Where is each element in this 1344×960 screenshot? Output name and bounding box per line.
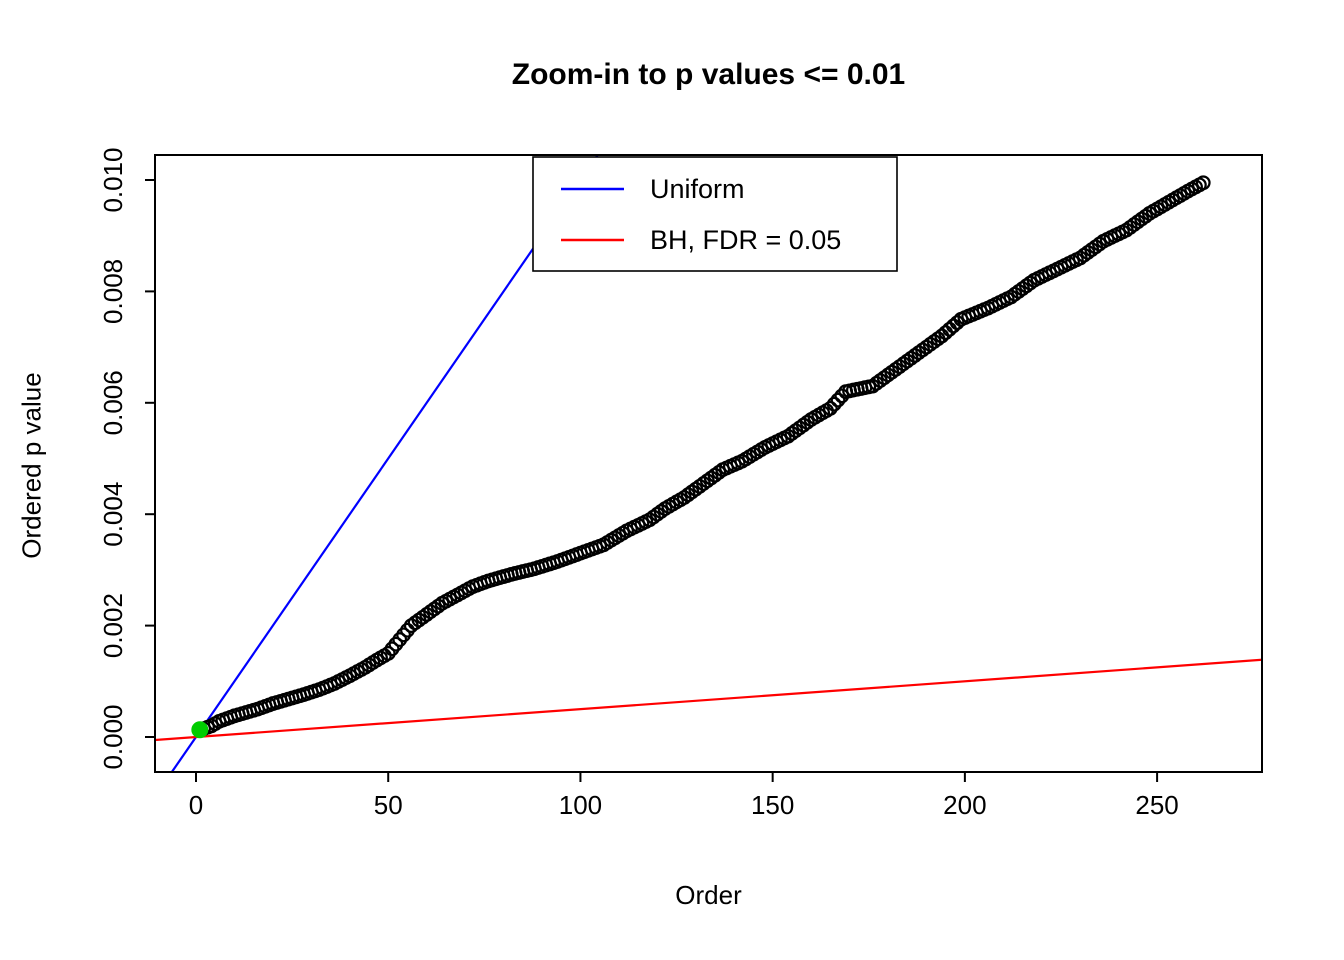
plot-box bbox=[154, 154, 1263, 773]
y-tick-label: 0.002 bbox=[98, 593, 128, 658]
x-tick-label: 0 bbox=[189, 790, 203, 820]
p-value-point bbox=[949, 315, 965, 330]
x-tick-label: 100 bbox=[559, 790, 602, 820]
y-tick-label: 0.010 bbox=[98, 147, 128, 212]
p-value-point bbox=[826, 396, 842, 412]
p-value-point bbox=[822, 400, 838, 416]
x-tick-label: 50 bbox=[374, 790, 403, 820]
y-tick-label: 0.000 bbox=[98, 704, 128, 769]
y-tick-label: 0.006 bbox=[98, 370, 128, 435]
y-tick-label: 0.004 bbox=[98, 482, 128, 547]
legend-label: BH, FDR = 0.05 bbox=[650, 225, 841, 255]
p-value-point bbox=[1195, 175, 1211, 191]
p-value-point bbox=[834, 388, 850, 404]
x-axis-label: Order bbox=[675, 880, 742, 910]
legend-label: Uniform bbox=[650, 174, 745, 204]
plot-area bbox=[155, 155, 1262, 772]
ordered-p-values-series bbox=[192, 175, 1211, 738]
smallest-p-value-point bbox=[191, 721, 209, 739]
uniform-line bbox=[170, 155, 600, 772]
x-tick-label: 150 bbox=[751, 790, 794, 820]
p-value-point bbox=[945, 318, 961, 334]
x-tick-label: 250 bbox=[1135, 790, 1178, 820]
bh_fdr-line bbox=[155, 658, 1262, 742]
p-value-point bbox=[830, 392, 846, 408]
p-value-point bbox=[942, 321, 957, 337]
legend: Uniform BH, FDR = 0.05 bbox=[532, 156, 898, 272]
chart-title: Zoom-in to p values <= 0.01 bbox=[511, 58, 906, 91]
x-tick-label: 200 bbox=[943, 790, 986, 820]
y-tick-label: 0.008 bbox=[98, 259, 128, 324]
legend-box bbox=[532, 156, 898, 272]
y-axis-label: Ordered p value bbox=[16, 372, 47, 559]
